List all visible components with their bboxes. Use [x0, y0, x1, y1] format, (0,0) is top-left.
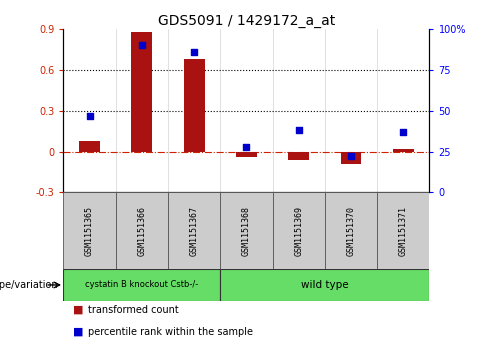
- Bar: [273, 192, 325, 269]
- Bar: [220, 192, 273, 269]
- Text: cystatin B knockout Cstb-/-: cystatin B knockout Cstb-/-: [85, 281, 199, 289]
- Bar: [79, 140, 100, 152]
- Text: GSM1151365: GSM1151365: [85, 205, 94, 256]
- Text: GSM1151369: GSM1151369: [294, 205, 303, 256]
- Text: GSM1151370: GSM1151370: [346, 205, 356, 256]
- Point: [138, 42, 146, 48]
- Point: [86, 113, 94, 118]
- Bar: [236, 152, 257, 157]
- Text: GSM1151367: GSM1151367: [190, 205, 199, 256]
- Bar: [63, 192, 116, 269]
- Bar: [63, 269, 220, 301]
- Bar: [393, 149, 414, 152]
- Bar: [168, 192, 220, 269]
- Bar: [183, 59, 204, 152]
- Point: [190, 49, 198, 55]
- Text: wild type: wild type: [301, 280, 349, 290]
- Text: percentile rank within the sample: percentile rank within the sample: [88, 327, 253, 337]
- Point: [347, 154, 355, 159]
- Point: [295, 127, 303, 133]
- Bar: [341, 152, 362, 164]
- Text: GSM1151366: GSM1151366: [137, 205, 146, 256]
- Bar: [131, 32, 152, 152]
- Text: ■: ■: [73, 327, 87, 337]
- Point: [399, 129, 407, 135]
- Text: GSM1151368: GSM1151368: [242, 205, 251, 256]
- Text: transformed count: transformed count: [88, 305, 179, 315]
- Text: ■: ■: [73, 305, 87, 315]
- Bar: [220, 269, 429, 301]
- Title: GDS5091 / 1429172_a_at: GDS5091 / 1429172_a_at: [158, 14, 335, 28]
- Text: genotype/variation: genotype/variation: [0, 280, 59, 290]
- Bar: [116, 192, 168, 269]
- Bar: [325, 192, 377, 269]
- Bar: [288, 152, 309, 160]
- Text: GSM1151371: GSM1151371: [399, 205, 408, 256]
- Point: [243, 144, 250, 150]
- Bar: [377, 192, 429, 269]
